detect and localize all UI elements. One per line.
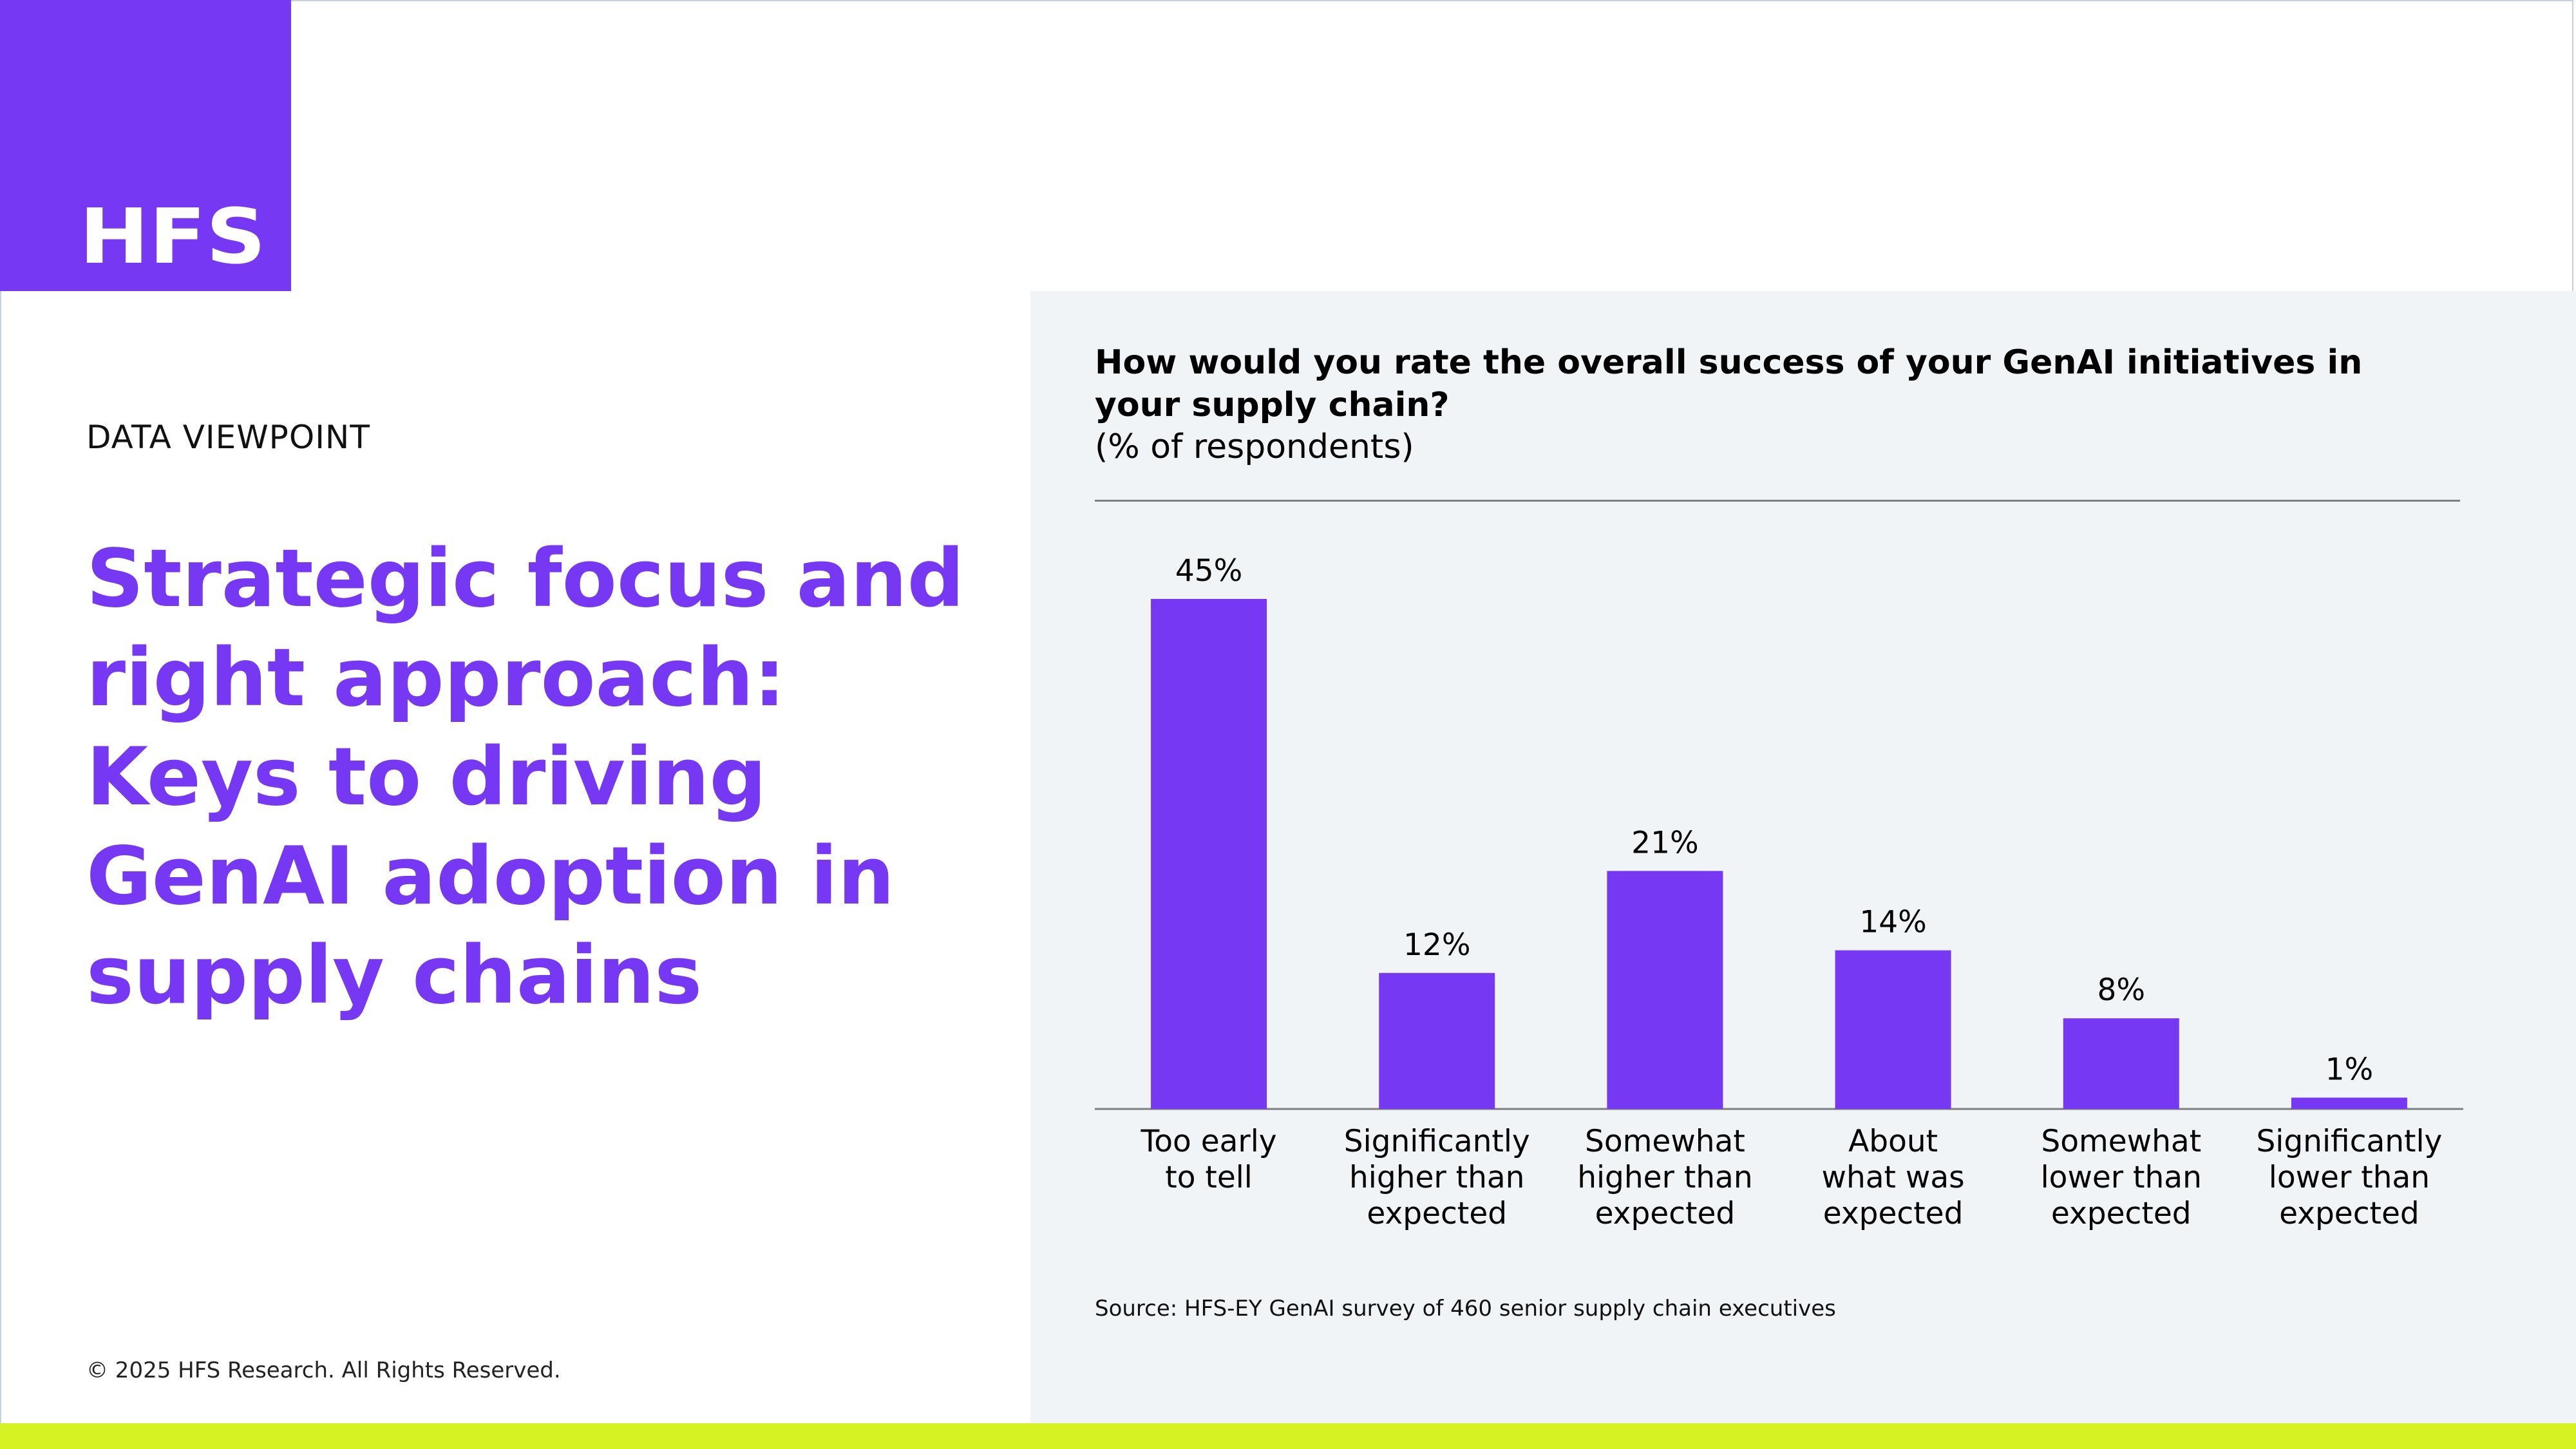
category-label-4: Somewhat lower than expected bbox=[2041, 1124, 2202, 1231]
chart-panel: How would you rate the overall success o… bbox=[1030, 291, 2576, 1423]
data-label-4: 8% bbox=[2097, 972, 2145, 1008]
bar-5 bbox=[2291, 1097, 2407, 1109]
section-kicker: DATA VIEWPOINT bbox=[86, 419, 370, 456]
bar-4 bbox=[2063, 1018, 2179, 1109]
chart-title: How would you rate the overall success o… bbox=[1095, 343, 2363, 424]
category-label-5: Significantly lower than expected bbox=[2256, 1124, 2442, 1231]
bar-chart: 45% Too early to tell 12% Significantly highe… bbox=[1095, 553, 2463, 1231]
category-label-1: Significantly higher than expected bbox=[1344, 1124, 1530, 1231]
category-label-2: Somewhat higher than expected bbox=[1577, 1124, 1752, 1231]
copyright-notice: © 2025 HFS Research. All Rights Reserved… bbox=[86, 1358, 561, 1383]
chart-source: Source: HFS-EY GenAI survey of 460 senio… bbox=[1095, 1296, 1836, 1321]
page-headline: Strategic focus and right approach: Keys… bbox=[86, 533, 965, 1022]
title-divider bbox=[1095, 500, 2460, 502]
data-label-2: 21% bbox=[1631, 825, 1698, 860]
data-label-1: 12% bbox=[1403, 927, 1470, 963]
bar-1 bbox=[1379, 972, 1495, 1109]
data-label-5: 1% bbox=[2325, 1052, 2374, 1087]
bar-3 bbox=[1835, 950, 1951, 1109]
hfs-logo-mark: HFS bbox=[79, 192, 266, 281]
bar-2 bbox=[1607, 871, 1723, 1109]
logo-wordmark: HFS bbox=[79, 192, 266, 281]
hfs-logo: HFS bbox=[0, 0, 291, 291]
bar-0 bbox=[1151, 599, 1267, 1109]
bottom-accent-band bbox=[0, 1423, 2576, 1449]
chart-subtitle: (% of respondents) bbox=[1095, 428, 1414, 466]
data-label-0: 45% bbox=[1175, 553, 1242, 589]
category-label-0: Too early to tell bbox=[1141, 1124, 1277, 1195]
category-label-3: About what was expected bbox=[1822, 1124, 1965, 1231]
data-label-3: 14% bbox=[1859, 905, 1926, 940]
